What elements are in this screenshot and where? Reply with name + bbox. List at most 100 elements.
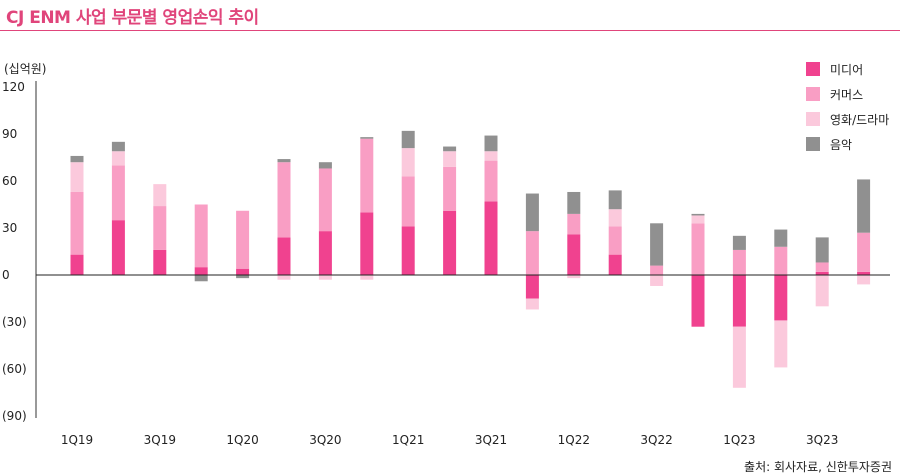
- bar-segment: [277, 237, 291, 275]
- bar-segment: [443, 166, 457, 211]
- bar-segment: [236, 275, 250, 279]
- bar-segment: [194, 275, 208, 282]
- bar-segment: [525, 193, 539, 232]
- bar-segment: [774, 229, 788, 247]
- bar-segment: [401, 176, 415, 227]
- legend-label: 미디어: [830, 63, 863, 77]
- x-tick-label: 3Q23: [806, 433, 838, 447]
- bar-segment: [318, 231, 332, 275]
- bar-segment: [360, 275, 374, 280]
- bar-segment: [70, 191, 84, 255]
- bar-segment: [650, 265, 664, 275]
- bar-segment: [650, 275, 664, 286]
- bar-segment: [691, 275, 705, 327]
- bar-segment: [360, 138, 374, 213]
- bar-segment: [443, 210, 457, 275]
- bar-segment: [732, 326, 746, 388]
- bar-segment: [567, 191, 581, 214]
- bar-segment: [111, 165, 125, 221]
- bar-segment: [650, 223, 664, 266]
- bar-segment: [194, 267, 208, 275]
- bar-segment: [277, 162, 291, 238]
- bar-segment: [484, 151, 498, 161]
- bar-segment: [774, 246, 788, 275]
- bar-segment: [815, 275, 829, 307]
- bar-segment: [608, 190, 622, 210]
- legend-label: 커머스: [830, 88, 863, 102]
- bar-segment: [111, 151, 125, 166]
- bar-segment: [236, 268, 250, 275]
- source-note: 출처: 회사자료, 신한투자증권: [744, 460, 892, 474]
- bar-segment: [443, 146, 457, 152]
- bar-segment: [691, 213, 705, 216]
- bar-segment: [401, 130, 415, 149]
- bar-segment: [774, 320, 788, 368]
- bar-segment: [111, 220, 125, 275]
- bar-segment: [857, 232, 871, 272]
- x-tick-label: 1Q22: [558, 433, 590, 447]
- bar-segment: [153, 206, 167, 250]
- y-tick-label: (60): [2, 362, 27, 376]
- legend-swatch: [806, 62, 820, 76]
- bar-segment: [194, 204, 208, 268]
- x-tick-label: 1Q20: [226, 433, 258, 447]
- bar-segment: [360, 137, 374, 139]
- bar-segment: [236, 210, 250, 269]
- bar-segment: [525, 231, 539, 275]
- bar-segment: [484, 160, 498, 202]
- bar-segment: [857, 179, 871, 233]
- bar-segment: [815, 237, 829, 263]
- bar-segment: [525, 298, 539, 310]
- bar-segment: [111, 141, 125, 152]
- bar-segment: [815, 262, 829, 272]
- bar-segment: [318, 168, 332, 232]
- x-tick-label: 1Q23: [723, 433, 755, 447]
- x-tick-label: 3Q21: [475, 433, 507, 447]
- bar-segment: [567, 275, 581, 279]
- bar-segment: [567, 234, 581, 275]
- chart-title: CJ ENM 사업 부문별 영업손익 추이: [6, 8, 259, 28]
- y-tick-label: 0: [2, 268, 10, 282]
- y-tick-label: 60: [2, 174, 17, 188]
- bar-segment: [360, 212, 374, 275]
- bar-segment: [318, 275, 332, 280]
- bar-segment: [857, 271, 871, 275]
- legend-swatch: [806, 87, 820, 101]
- bar-segment: [401, 226, 415, 275]
- y-tick-label: 120: [2, 80, 25, 94]
- bar-segment: [732, 275, 746, 327]
- y-tick-label: (90): [2, 409, 27, 423]
- y-axis-unit-label: (십억원): [4, 62, 47, 76]
- bar-segment: [691, 215, 705, 224]
- legend-swatch: [806, 112, 820, 126]
- bar-segment: [484, 135, 498, 152]
- bar-segment: [691, 223, 705, 275]
- bar-segment: [443, 151, 457, 167]
- bar-segment: [815, 271, 829, 275]
- title-divider: [0, 30, 900, 31]
- bar-segment: [277, 275, 291, 280]
- x-tick-label: 3Q19: [144, 433, 176, 447]
- bar-segment: [732, 235, 746, 250]
- bar-segment: [525, 275, 539, 299]
- bar-segment: [608, 209, 622, 227]
- bar-segment: [70, 254, 84, 275]
- x-tick-label: 3Q22: [640, 433, 672, 447]
- bar-segment: [484, 201, 498, 275]
- bar-segment: [401, 148, 415, 177]
- bar-segment: [153, 184, 167, 207]
- legend-swatch: [806, 137, 820, 151]
- bar-segment: [774, 275, 788, 321]
- y-tick-label: 90: [2, 127, 17, 141]
- bar-segment: [70, 162, 84, 192]
- bar-segment: [608, 254, 622, 275]
- x-tick-label: 3Q20: [309, 433, 341, 447]
- y-tick-label: (30): [2, 315, 27, 329]
- x-tick-label: 1Q19: [61, 433, 93, 447]
- legend-label: 영화/드라마: [830, 113, 889, 127]
- bar-segment: [277, 159, 291, 163]
- legend-label: 음악: [830, 138, 852, 152]
- bar-segment: [567, 213, 581, 235]
- bar-segment: [732, 249, 746, 275]
